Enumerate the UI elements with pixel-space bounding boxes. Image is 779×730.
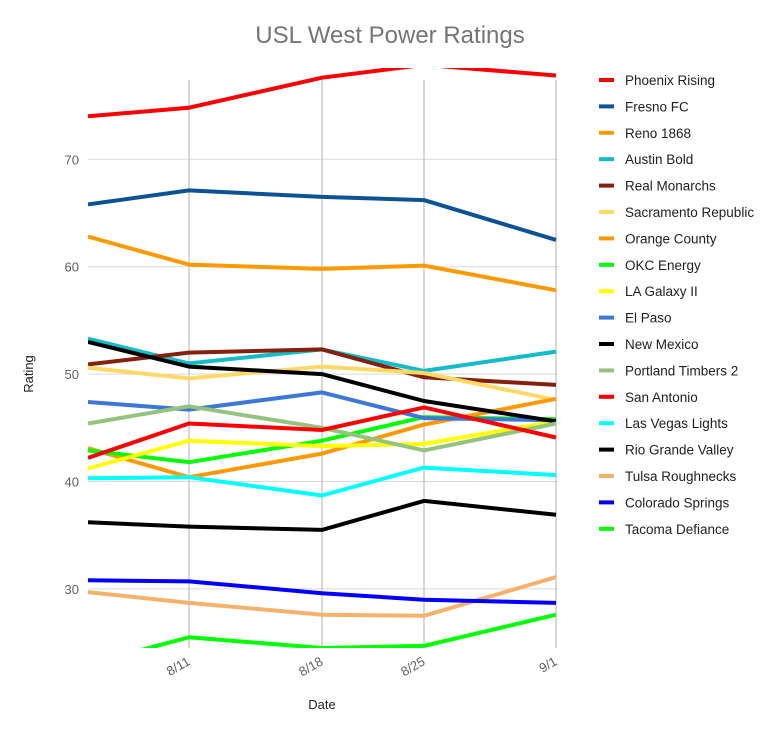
series-line-sacramento-republic [88,364,557,402]
legend-label: San Antonio [625,390,698,405]
legend-item: Orange County [599,231,717,246]
legend-label: Orange County [625,231,717,246]
series-lines [88,68,557,648]
y-axis-label: Rating [21,355,36,393]
x-tick-label: 8/18 [296,654,325,680]
legend-label: Rio Grande Valley [625,443,734,458]
legend-label: El Paso [625,311,672,326]
series-line-reno-1868 [88,234,557,293]
legend-item: Phoenix Rising [599,73,715,88]
legend: Phoenix Rising Fresno FC Reno 1868 Austin B… [599,73,754,537]
x-tick-label: 9/1 [536,654,559,676]
y-tick-label: 40 [65,475,79,490]
legend-item: Rio Grande Valley [599,443,734,458]
series-line-portland-timbers-2 [88,404,557,453]
legend-item: San Antonio [599,390,698,405]
legend-item: Tacoma Defiance [599,522,729,537]
x-tick-label: 8/11 [164,654,193,679]
series-line-tacoma-defiance [140,612,557,648]
y-tick-label: 30 [65,582,79,597]
series-line-fresno-fc [88,188,557,242]
chart-title: USL West Power Ratings [255,22,524,49]
legend-item: Tulsa Roughnecks [599,469,737,484]
legend-label: OKC Energy [625,258,701,273]
legend-label: LA Galaxy II [625,284,698,299]
series-line-la-galaxy-ii [88,419,557,471]
legend-item: Las Vegas Lights [599,416,728,431]
series-line-tulsa-roughnecks [88,575,557,618]
x-axis-label: Date [308,697,335,712]
legend-item: Colorado Springs [599,495,730,510]
legend-label: Sacramento Republic [625,205,754,220]
legend-item: El Paso [599,311,672,326]
legend-item: LA Galaxy II [599,284,698,299]
series-line-las-vegas-lights [88,465,557,498]
legend-item: Real Monarchs [599,179,716,194]
legend-label: Real Monarchs [625,179,716,194]
legend-item: Austin Bold [599,152,693,167]
legend-item: OKC Energy [599,258,701,273]
legend-item: Reno 1868 [599,126,691,141]
y-tick-label: 70 [65,152,79,167]
legend-label: Reno 1868 [625,126,691,141]
legend-label: Colorado Springs [625,495,730,510]
legend-label: Phoenix Rising [625,73,715,88]
y-tick-label: 50 [65,367,79,382]
grid-lines [88,80,558,648]
legend-item: Fresno FC [599,99,689,114]
legend-label: New Mexico [625,337,699,352]
legend-label: Portland Timbers 2 [625,363,738,378]
legend-label: Fresno FC [625,99,689,114]
series-line-rio-grande-valley [88,498,557,532]
legend-item: Portland Timbers 2 [599,363,738,378]
y-tick-label: 60 [65,260,79,275]
legend-label: Austin Bold [625,152,693,167]
legend-label: Las Vegas Lights [625,416,728,431]
x-tick-label: 8/25 [398,654,427,680]
legend-item: New Mexico [599,337,699,352]
series-line-san-antonio [88,405,557,460]
series-line-colorado-springs [88,578,557,605]
legend-label: Tulsa Roughnecks [625,469,737,484]
legend-item: Sacramento Republic [599,205,754,220]
series-line-new-mexico [88,339,557,424]
series-line-phoenix-rising [88,68,557,119]
legend-label: Tacoma Defiance [625,522,729,537]
